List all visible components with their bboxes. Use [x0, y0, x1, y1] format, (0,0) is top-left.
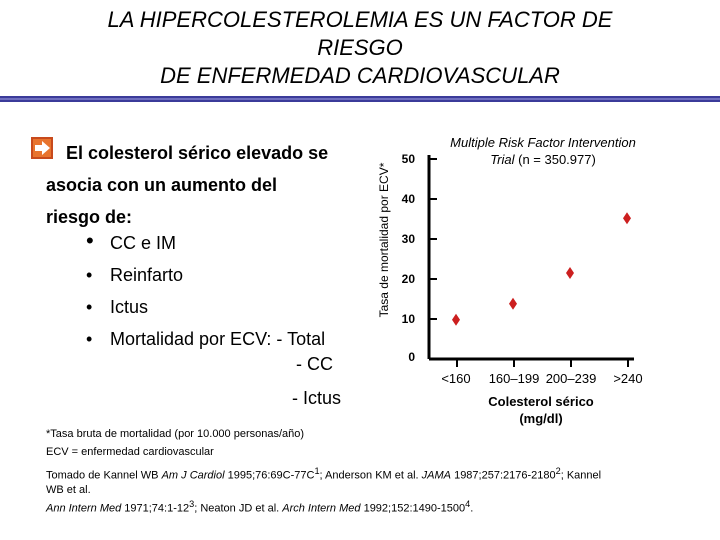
x-tick-label: >240: [613, 371, 642, 386]
ref-text: Tomado de Kannel WB: [46, 469, 162, 482]
abbreviation-note: ECV = enfermedad cardiovascular: [46, 446, 214, 458]
ref-journal: JAMA: [421, 469, 452, 482]
y-tick-label: 40: [402, 192, 416, 206]
ref-text: .: [470, 502, 474, 515]
ref-superscript: 2: [555, 466, 561, 476]
reference-line-1: Tomado de Kannel WB Am J Cardiol 1995;76…: [46, 464, 686, 483]
ref-journal: Ann Intern Med: [46, 502, 122, 515]
main-bullet-line-3: riesgo de:: [46, 207, 133, 227]
ref-text: 1971;74:1-12: [121, 502, 190, 515]
x-tick-label: 200–239: [546, 371, 597, 386]
ref-journal: Am J Cardiol: [161, 469, 225, 482]
ref-text: 1995;76:69C-77C: [224, 469, 315, 482]
chart-title-line-1: Multiple Risk Factor Intervention: [450, 135, 636, 150]
ref-journal: Arch Intern Med: [282, 502, 361, 515]
title-line-2: RIESGO: [317, 35, 403, 60]
main-bullet: El colesterol sérico elevado se asocia c…: [46, 137, 366, 233]
ref-text: ; Anderson KM et al.: [319, 469, 422, 482]
y-tick-label: 10: [402, 312, 416, 326]
bullet-dot: •: [86, 329, 93, 349]
x-axis-label-line-2: (mg/dl): [519, 411, 562, 426]
y-axis-label: Tasa de mortalidad por ECV*: [377, 162, 391, 317]
y-tick-label: 20: [402, 272, 416, 286]
continuation-ictus: - Ictus: [292, 388, 342, 408]
bullet-dot: •: [86, 297, 93, 317]
arrow-icon: [31, 137, 53, 159]
title-line-3: DE ENFERMEDAD CARDIOVASCULAR: [160, 63, 560, 88]
data-point-2: [566, 267, 574, 279]
main-bullet-line-2: asocia con un aumento del: [46, 175, 278, 195]
bullet-dot: •: [86, 228, 94, 253]
ref-text: ; Neaton JD et al.: [194, 502, 283, 515]
x-tick-label: 160–199: [489, 371, 540, 386]
data-point-1: [509, 297, 517, 310]
title-line-1: LA HIPERCOLESTEROLEMIA ES UN FACTOR DE: [107, 7, 613, 32]
reference-line-2: WB et al.: [46, 483, 91, 496]
chart-title-italic: Trial: [490, 152, 515, 167]
ref-superscript: 1: [314, 466, 320, 476]
list-item-text: Mortalidad por ECV: - Total: [110, 329, 326, 349]
ref-text: ; Kannel: [560, 469, 602, 482]
main-bullet-line-1: El colesterol sérico elevado se: [66, 143, 329, 163]
data-point-3: [623, 212, 631, 225]
ref-text: 1987;257:2176-2180: [451, 469, 556, 482]
bullet-dot: •: [86, 265, 93, 285]
list-item-text: Reinfarto: [110, 265, 184, 285]
y-tick-label: 0: [408, 350, 415, 364]
y-tick-label: 50: [402, 152, 416, 166]
reference-line-3: Ann Intern Med 1971;74:1-123; Neaton JD …: [46, 497, 686, 516]
page-title: LA HIPERCOLESTEROLEMIA ES UN FACTOR DE R…: [0, 6, 720, 90]
ref-superscript: 4: [465, 498, 471, 509]
references: Tomado de Kannel WB Am J Cardiol 1995;76…: [46, 464, 686, 515]
data-point-0: [452, 313, 460, 326]
footnote: *Tasa bruta de mortalidad (por 10.000 pe…: [46, 428, 305, 440]
list-item-text: Ictus: [110, 297, 149, 317]
ref-text: 1992;152:1490-1500: [360, 502, 466, 515]
y-tick-label: 30: [402, 232, 416, 246]
title-divider-highlight: [0, 98, 720, 100]
ref-superscript: 3: [189, 498, 195, 509]
x-axis-label-line-1: Colesterol sérico: [488, 394, 594, 409]
list-item-text: CC e IM: [110, 233, 177, 253]
chart-title-line-2: Trial (n = 350.977): [490, 152, 596, 167]
x-tick-label: <160: [441, 371, 470, 386]
chart-title-rest: (n = 350.977): [515, 152, 596, 167]
continuation-cc: - CC: [296, 354, 333, 374]
